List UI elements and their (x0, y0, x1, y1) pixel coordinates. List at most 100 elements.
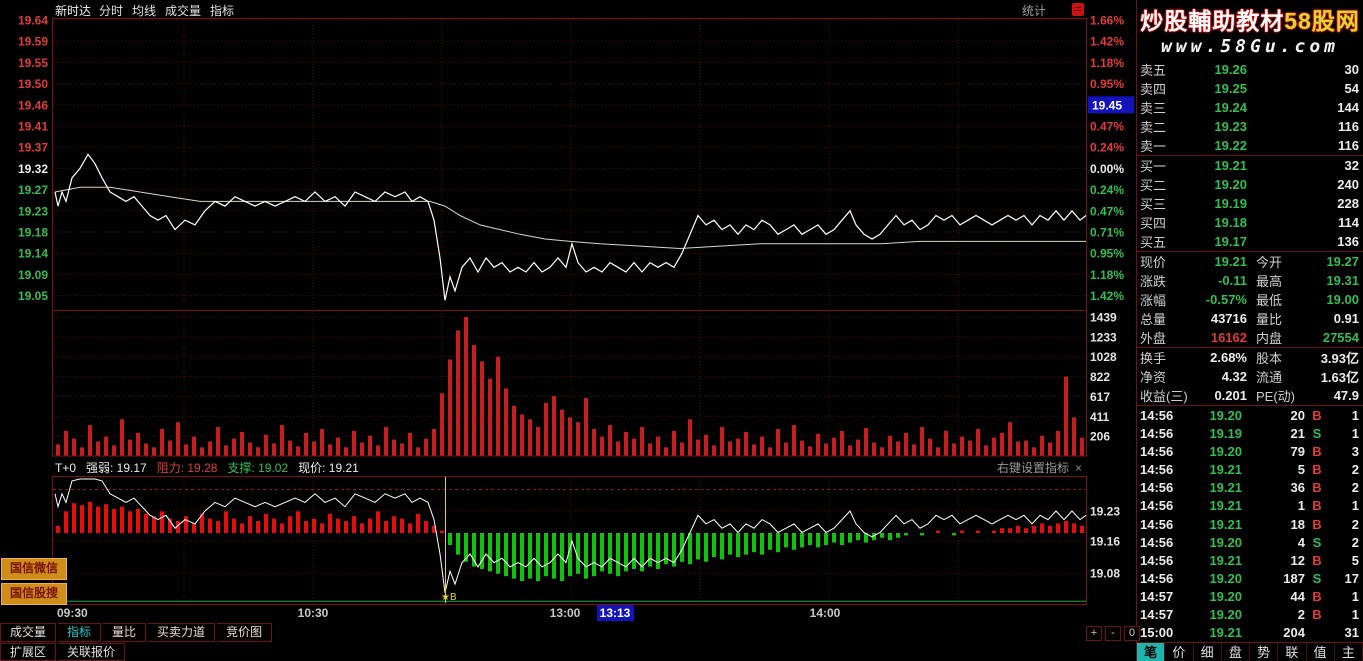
tx-price: 19.21 (1209, 462, 1242, 478)
indicator-bar-down (632, 533, 636, 569)
fundamental-stats: 换手 2.68% 股本 3.93亿 净资 4.32 流通 1.63亿 收益(三) 0.201 PE(… (1137, 348, 1363, 405)
volume-bar (752, 444, 756, 456)
menu-item-statistics[interactable]: 统计 (1022, 4, 1047, 18)
quote-tab-盘[interactable]: 盘 (1222, 643, 1250, 661)
tab-成交量[interactable]: 成交量 (0, 623, 57, 642)
indicator-bar-down (888, 533, 892, 541)
indicator-bar-down (904, 533, 908, 536)
percent-axis-label: 1.66% (1090, 14, 1124, 28)
menu-item-均线[interactable]: 均线 (132, 4, 157, 18)
stat-value: -0.11 (1218, 273, 1247, 288)
bid-row[interactable]: 买五 19.17 136 (1137, 232, 1363, 251)
indicator-bar-up (296, 511, 300, 533)
indicator-bar-down (704, 533, 708, 562)
stat-value: 19.27 (1326, 254, 1359, 269)
level-qty: 30 (1344, 62, 1359, 77)
bid-row[interactable]: 买四 19.18 114 (1137, 213, 1363, 232)
ask-row[interactable]: 卖五 19.26 30 (1137, 60, 1363, 79)
bid-row[interactable]: 买三 19.19 228 (1137, 194, 1363, 213)
menu-item-成交量[interactable]: 成交量 (165, 4, 202, 18)
stat-row: 涨跌 -0.11 最高 19.31 (1137, 271, 1363, 290)
level-label: 买五 (1140, 235, 1167, 250)
volume-bar (1048, 442, 1052, 456)
volume-bar (600, 436, 604, 456)
indicator-bar-down (880, 533, 884, 538)
volume-bar (248, 442, 252, 456)
indicator-bar-down (512, 533, 516, 579)
zoom-button-+[interactable]: + (1086, 626, 1102, 641)
bid-row[interactable]: 买一 19.21 32 (1137, 156, 1363, 175)
chart-menu-items: 分时 均线 成交量 指标 (99, 2, 243, 19)
tx-time: 14:56 (1140, 570, 1174, 586)
tx-count: 2 (1351, 480, 1359, 496)
ask-row[interactable]: 卖一 19.22 116 (1137, 136, 1363, 155)
divider (1137, 251, 1363, 252)
indicator-bar-down (808, 533, 812, 545)
ask-row[interactable]: 卖二 19.23 116 (1137, 117, 1363, 136)
indicator-bar-up (80, 505, 84, 533)
volume-bar (104, 436, 108, 456)
indicator-hint: 右键设置指标 × (996, 461, 1082, 475)
quote-tab-值[interactable]: 值 (1307, 643, 1335, 661)
red-envelope-icon[interactable] (1072, 3, 1084, 16)
menu-item-指标[interactable]: 指标 (210, 4, 235, 18)
volume-bar (440, 393, 444, 456)
indicator-bar-down (688, 533, 692, 565)
volume-bar (288, 440, 292, 456)
level-price: 19.25 (1214, 81, 1247, 96)
stat-value: 19.31 (1326, 273, 1359, 288)
tx-qty: 5 (1297, 462, 1305, 478)
volume-bar (152, 447, 156, 456)
indicator-bar-up (424, 521, 428, 533)
indicator-bar-up (120, 506, 124, 533)
tab-扩展区[interactable]: 扩展区 (0, 643, 57, 661)
stat-value: 2.68% (1210, 350, 1247, 365)
tx-side: B (1312, 516, 1322, 532)
price-axis-label: 19.09 (18, 268, 48, 282)
volume-axis-label: 617 (1090, 390, 1110, 404)
tab-竞价图[interactable]: 竞价图 (217, 623, 273, 642)
indicator-bar-up (304, 521, 308, 533)
broker-button[interactable]: 国信股搜 (1, 583, 67, 605)
volume-bar (360, 442, 364, 456)
indicator-bar-up (336, 518, 340, 533)
pane-tabs: 成交量 指标 量比 买卖力道 竞价图 (0, 623, 274, 642)
quote-tab-联[interactable]: 联 (1278, 643, 1307, 661)
tab-量比[interactable]: 量比 (103, 623, 147, 642)
transaction-row: 14:56 19.20 4 S 2 (1137, 533, 1363, 551)
chart-region: 新时达 分时 均线 成交量 指标 统计 ★B 19.64 19.59 19.55 19.50 1… (0, 0, 1140, 661)
tab-买卖力道[interactable]: 买卖力道 (148, 623, 216, 642)
tx-time: 14:56 (1140, 407, 1174, 423)
tx-qty: 36 (1290, 480, 1305, 496)
timeshare-chart[interactable]: ★B 19.64 19.59 19.55 19.50 19.46 19.41 19.37 19.… (0, 0, 1136, 661)
indicator-bar-up (992, 530, 996, 533)
quote-tab-价[interactable]: 价 (1165, 643, 1194, 661)
stat-row: 换手 2.68% 股本 3.93亿 (1137, 348, 1363, 367)
close-icon[interactable]: × (1074, 461, 1082, 475)
volume-bar (176, 422, 180, 456)
quote-tab-势[interactable]: 势 (1250, 643, 1279, 661)
tab-指标[interactable]: 指标 (58, 623, 102, 642)
indicator-bar-up (1048, 525, 1052, 533)
quote-tab-细[interactable]: 细 (1194, 643, 1222, 661)
quote-tab-主[interactable]: 主 (1335, 643, 1363, 661)
tab-关联报价[interactable]: 关联报价 (58, 643, 126, 661)
bid-row[interactable]: 买二 19.20 240 (1137, 175, 1363, 194)
zoom-button--[interactable]: - (1105, 626, 1121, 641)
indicator-bar-up (1032, 525, 1036, 533)
indicator-bar-up (264, 513, 268, 533)
tx-time: 14:56 (1140, 552, 1174, 568)
volume-bar (984, 445, 988, 456)
tx-side: S (1312, 534, 1322, 550)
zoom-button-0[interactable]: 0 (1124, 626, 1140, 641)
indicator-bar-down (864, 533, 868, 543)
ask-row[interactable]: 卖三 19.24 144 (1137, 98, 1363, 117)
ask-row[interactable]: 卖四 19.25 54 (1137, 79, 1363, 98)
volume-axis-label: 1233 (1090, 330, 1117, 344)
broker-button[interactable]: 国信微信 (1, 558, 67, 580)
indicator-bar-up (104, 504, 108, 533)
menu-item-分时[interactable]: 分时 (99, 4, 124, 18)
quote-tab-笔[interactable]: 笔 (1137, 643, 1166, 661)
volume-bar (808, 446, 812, 456)
stat-row: 涨幅 -0.57% 最低 19.00 (1137, 290, 1363, 309)
